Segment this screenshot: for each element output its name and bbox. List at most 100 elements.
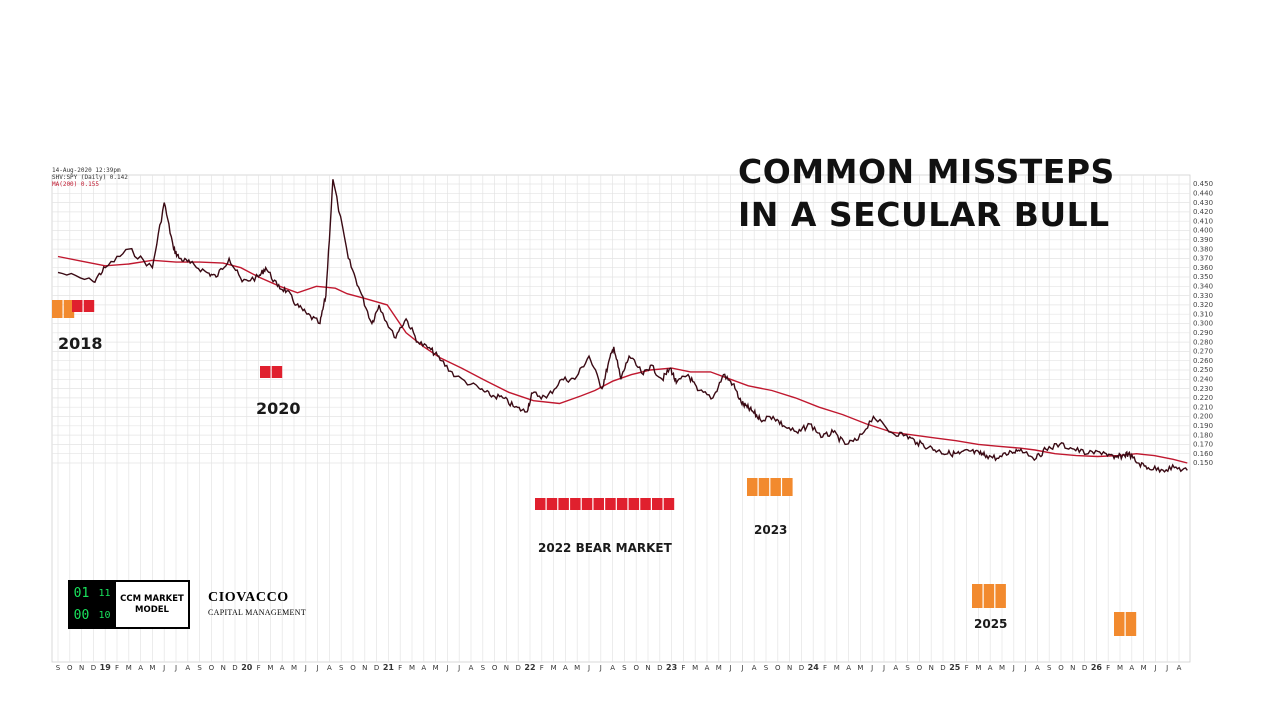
red-signal-block (663, 498, 675, 510)
orange-signal-block (747, 478, 758, 496)
y-tick-label: 0.310 (1193, 310, 1213, 318)
red-signal-block (581, 498, 593, 510)
orange-signal-block (995, 584, 1006, 608)
headline-line2: IN A SECULAR BULL (738, 195, 1110, 234)
red-signal-block (546, 498, 558, 510)
x-tick-label: M (433, 664, 439, 672)
x-tick-label: A (705, 664, 710, 672)
x-tick-label: O (209, 664, 215, 672)
x-tick-label: A (846, 664, 851, 672)
y-tick-label: 0.360 (1193, 264, 1213, 272)
label-2020: 2020 (256, 399, 301, 418)
x-tick-label: O (1058, 664, 1064, 672)
x-tick-label: F (1106, 664, 1110, 672)
x-tick-label: S (339, 664, 344, 672)
logo-digit: 11 (98, 587, 111, 599)
y-tick-label: 0.180 (1193, 431, 1213, 439)
x-tick-label: O (633, 664, 639, 672)
y-tick-label: 0.290 (1193, 329, 1213, 337)
x-tick-label: A (1035, 664, 1040, 672)
x-tick-label: A (138, 664, 143, 672)
orange-signal-block (983, 584, 995, 608)
label-2023: 2023 (754, 523, 788, 537)
x-tick-label: A (988, 664, 993, 672)
x-tick-label: J (587, 664, 590, 672)
x-tick-label: N (504, 664, 509, 672)
y-tick-label: 0.250 (1193, 366, 1213, 374)
x-tick-label: D (799, 664, 804, 672)
y-tick-label: 0.400 (1193, 227, 1213, 235)
x-tick-label: A (893, 664, 898, 672)
x-tick-label: M (857, 664, 863, 672)
x-tick-label: 19 (100, 663, 112, 672)
chart-date: 14-Aug-2020 12:39pm (52, 167, 121, 174)
x-tick-label: A (469, 664, 474, 672)
price-line (57, 179, 1188, 474)
x-tick-label: J (599, 664, 602, 672)
red-signal-block (558, 498, 569, 510)
x-tick-label: N (645, 664, 650, 672)
label-2022-bear-market: 2022 BEAR MARKET (538, 541, 672, 555)
headline-line1: COMMON MISSTEPS (738, 152, 1115, 191)
brand: CIOVACCO CAPITAL MANAGEMENT (208, 590, 306, 617)
plot-area (51, 174, 1191, 663)
x-tick-label: N (79, 664, 84, 672)
x-tick-label: 25 (949, 663, 961, 672)
y-tick-label: 0.240 (1193, 376, 1213, 384)
x-tick-label: 20 (241, 663, 253, 672)
x-tick-label: J (1153, 664, 1156, 672)
x-tick-label: M (999, 664, 1005, 672)
red-signal-block (570, 498, 581, 510)
y-tick-label: 0.450 (1193, 180, 1213, 188)
x-tick-label: F (540, 664, 544, 672)
x-tick-label: J (457, 664, 460, 672)
x-tick-label: J (1024, 664, 1027, 672)
orange-signal-block (1125, 612, 1137, 636)
x-tick-label: M (1117, 664, 1123, 672)
logo-digit: 01 (73, 585, 90, 601)
x-tick-label: S (622, 664, 627, 672)
x-tick-label: M (267, 664, 273, 672)
x-tick-label: 24 (808, 663, 820, 672)
signal-blocks (52, 300, 1137, 636)
y-tick-label: 0.150 (1193, 459, 1213, 467)
y-tick-label: 0.390 (1193, 236, 1213, 244)
x-tick-label: N (1070, 664, 1075, 672)
x-tick-label: J (1012, 664, 1015, 672)
y-tick-label: 0.210 (1193, 403, 1213, 411)
x-tick-label: F (681, 664, 685, 672)
y-tick-label: 0.370 (1193, 255, 1213, 263)
x-tick-label: N (929, 664, 934, 672)
x-tick-label: F (398, 664, 402, 672)
x-tick-label: O (775, 664, 781, 672)
y-tick-label: 0.160 (1193, 450, 1213, 458)
x-tick-label: F (115, 664, 119, 672)
y-tick-label: 0.190 (1193, 422, 1213, 430)
brand-name: CIOVACCO (208, 590, 289, 605)
x-tick-label: M (716, 664, 722, 672)
orange-signal-block (1114, 612, 1125, 636)
x-tick-label: D (374, 664, 379, 672)
x-tick-label: D (516, 664, 521, 672)
red-signal-block (652, 498, 663, 510)
x-tick-label: M (1141, 664, 1147, 672)
x-tick-label: D (940, 664, 945, 672)
x-tick-label: J (316, 664, 319, 672)
x-tick-label: J (174, 664, 177, 672)
x-tick-label: O (917, 664, 923, 672)
red-signal-block (616, 498, 628, 510)
x-tick-label: M (409, 664, 415, 672)
x-tick-label: D (232, 664, 237, 672)
logo-digit: 10 (98, 610, 111, 622)
y-tick-label: 0.220 (1193, 394, 1213, 402)
y-tick-label: 0.340 (1193, 283, 1213, 291)
x-tick-label: A (563, 664, 568, 672)
x-tick-label: S (1047, 664, 1052, 672)
x-tick-label: A (610, 664, 615, 672)
y-tick-label: 0.260 (1193, 357, 1213, 365)
y-tick-label: 0.440 (1193, 190, 1213, 198)
red-signal-block (640, 498, 651, 510)
x-tick-label: J (882, 664, 885, 672)
red-signal-block (628, 498, 640, 510)
